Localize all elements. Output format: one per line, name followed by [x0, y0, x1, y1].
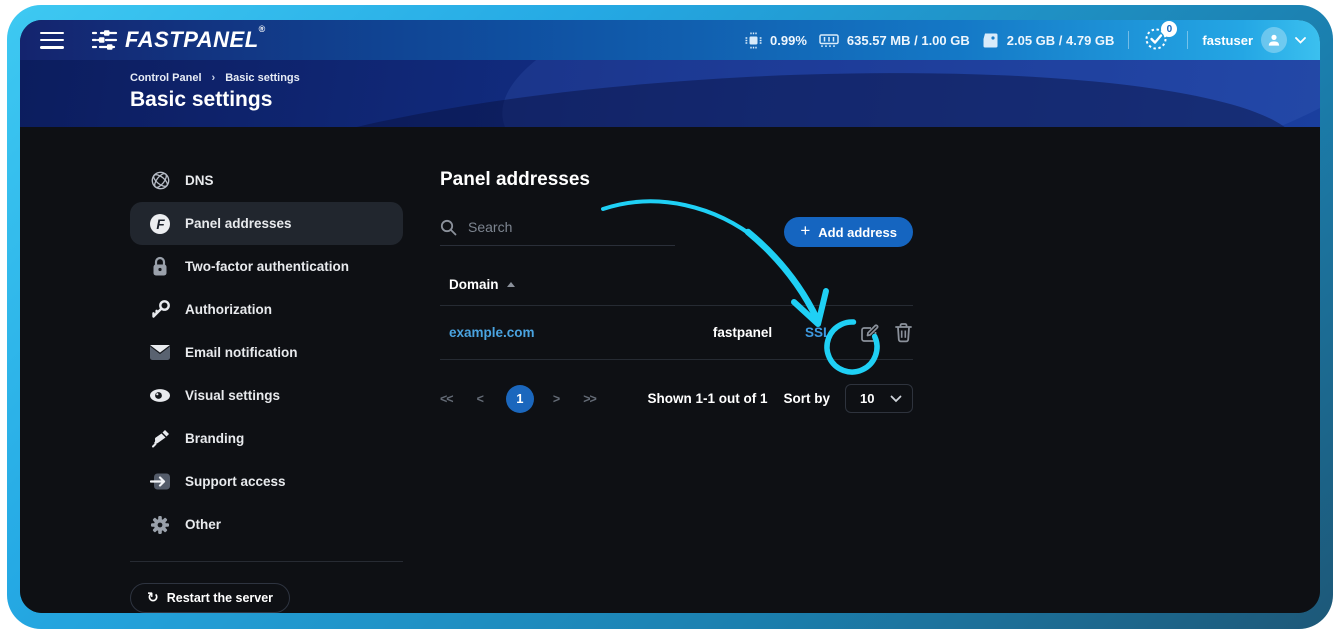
page-next-button[interactable]: > [552, 391, 560, 406]
disk-usage: 2.05 GB / 4.79 GB [982, 32, 1115, 49]
fastpanel-logo[interactable]: FASTPANEL® [92, 23, 266, 53]
sidebar-item-panel-addresses[interactable]: F Panel addresses [130, 202, 403, 245]
sidebar-item-authorization[interactable]: Authorization [130, 288, 403, 331]
eye-icon [148, 388, 172, 403]
row-actions [859, 322, 913, 344]
column-label: Domain [449, 277, 499, 292]
sidebar-item-branding[interactable]: Branding [130, 417, 403, 460]
sidebar-item-visual-settings[interactable]: Visual settings [130, 374, 403, 417]
envelope-icon [148, 344, 172, 361]
svg-text:F: F [156, 217, 165, 232]
trash-icon [895, 323, 912, 343]
app-window: FASTPANEL® 0.99% [20, 20, 1320, 613]
person-icon [1268, 34, 1280, 46]
cpu-usage: 0.99% [745, 32, 807, 49]
cpu-icon [745, 32, 762, 48]
pagination: << < 1 > >> Shown 1-1 out of 1 Sort by 1… [440, 384, 913, 413]
globe-icon [148, 170, 172, 191]
sidebar-item-label: Two-factor authentication [185, 259, 349, 274]
restart-server-button[interactable]: ↻ Restart the server [130, 583, 291, 613]
search-input[interactable] [468, 219, 648, 235]
topbar-divider [1187, 31, 1189, 49]
page-first-button[interactable]: << [440, 391, 454, 406]
table-header-domain[interactable]: Domain [440, 277, 913, 306]
tasks-button[interactable]: 0 [1143, 21, 1178, 54]
page-last-button[interactable]: >> [583, 391, 597, 406]
chevron-down-icon [1295, 36, 1306, 44]
search-row: + Add address [440, 217, 913, 247]
sliders-icon [92, 30, 118, 50]
avatar [1261, 27, 1287, 53]
lock-icon [148, 256, 172, 277]
sidebar-item-label: Visual settings [185, 388, 281, 403]
delete-button[interactable] [894, 322, 913, 343]
sidebar-item-label: Support access [185, 474, 286, 489]
plus-icon: + [800, 221, 811, 240]
chevron-down-icon [890, 395, 902, 402]
topbar-divider [1128, 31, 1130, 49]
gear-icon [148, 515, 172, 535]
topbar-right: 0.99% 635.57 MB / 1.00 GB 2.05 GB / 4.7 [745, 21, 1306, 54]
page-prev-button[interactable]: < [476, 391, 484, 406]
tasks-badge: 0 [1161, 21, 1178, 37]
sidebar-item-label: Other [185, 517, 222, 532]
logo-text: FASTPANEL® [125, 23, 266, 52]
disk-value: 2.05 GB / 4.79 GB [1006, 32, 1115, 48]
domain-link[interactable]: example.com [449, 325, 535, 340]
page-current[interactable]: 1 [505, 384, 534, 413]
breadcrumb-basic-settings[interactable]: Basic settings [225, 72, 300, 84]
cpu-value: 0.99% [770, 32, 807, 48]
table-row: example.com fastpanel SSL [440, 306, 913, 360]
sidebar-item-label: Panel addresses [185, 216, 292, 231]
sidebar-item-two-factor[interactable]: Two-factor authentication [130, 245, 403, 288]
sidebar-item-other[interactable]: Other [130, 503, 403, 546]
sidebar-item-label: Authorization [185, 302, 272, 317]
breadcrumb: Control Panel › Basic settings [130, 72, 1320, 84]
content: DNS F Panel addresses [20, 127, 1320, 613]
add-address-label: Add address [818, 224, 897, 240]
breadcrumb-control-panel[interactable]: Control Panel [130, 72, 202, 84]
disk-icon [983, 33, 998, 47]
sort-ascending-icon [506, 282, 515, 287]
edit-button[interactable] [859, 322, 881, 344]
page-header: Control Panel › Basic settings Basic set… [20, 60, 1320, 127]
sort-by-label: Sort by [783, 391, 830, 406]
sort-select-value: 10 [860, 391, 875, 406]
ram-value: 635.57 MB / 1.00 GB [846, 32, 970, 48]
key-icon [148, 299, 172, 320]
panel-user: fastpanel [712, 325, 773, 340]
sidebar-item-label: DNS [185, 173, 214, 188]
breadcrumb-separator: › [211, 72, 216, 84]
search-icon [440, 219, 457, 235]
sidebar-divider [130, 561, 403, 562]
restart-icon: ↻ [147, 590, 159, 606]
sidebar-item-support-access[interactable]: Support access [130, 460, 403, 503]
sidebar-item-email-notification[interactable]: Email notification [130, 331, 403, 374]
sidebar-item-label: Branding [185, 431, 245, 446]
sidebar-item-label: Email notification [185, 345, 298, 360]
arrow-right-icon [148, 472, 172, 491]
topbar: FASTPANEL® 0.99% [20, 20, 1320, 60]
ram-icon [819, 33, 839, 47]
registered-mark: ® [258, 23, 266, 34]
sort-select[interactable]: 10 [845, 384, 913, 413]
fastpanel-icon: F [148, 213, 172, 235]
settings-sidebar: DNS F Panel addresses [130, 159, 403, 613]
search-field[interactable] [440, 219, 675, 246]
tasks-check-icon [1145, 28, 1167, 50]
edit-icon [861, 323, 879, 342]
username: fastuser [1202, 32, 1253, 48]
ssl-link[interactable]: SSL [805, 325, 832, 340]
page-title: Basic settings [130, 88, 273, 111]
user-menu[interactable]: fastuser [1202, 27, 1306, 53]
restart-label: Restart the server [166, 591, 274, 605]
section-title: Panel addresses [440, 169, 590, 190]
hamburger-menu-icon[interactable] [40, 31, 64, 49]
shown-count: Shown 1-1 out of 1 [647, 391, 768, 406]
add-address-button[interactable]: + Add address [784, 217, 913, 247]
panel-addresses-section: Panel addresses + Add address Domain [440, 159, 913, 613]
ram-usage: 635.57 MB / 1.00 GB [819, 33, 970, 48]
brush-icon [148, 428, 172, 449]
sidebar-item-dns[interactable]: DNS [130, 159, 403, 202]
